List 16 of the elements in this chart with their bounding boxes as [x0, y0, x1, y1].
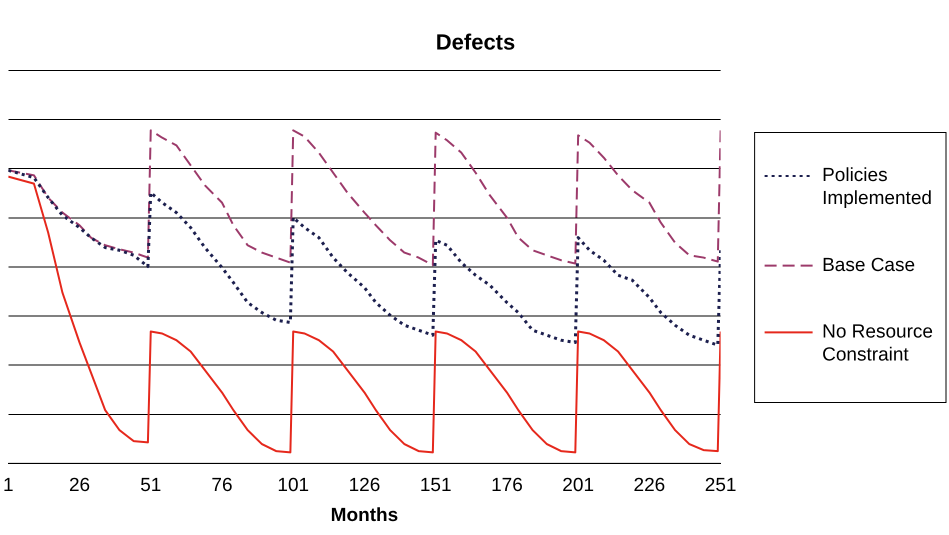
- x-tick-label: 126: [348, 475, 380, 496]
- x-tick-label: 201: [562, 475, 594, 496]
- x-tick-label: 51: [140, 475, 162, 496]
- x-tick-label: 226: [634, 475, 666, 496]
- x-tick-label: 151: [420, 475, 452, 496]
- x-tick-label: 1: [2, 475, 14, 496]
- legend-label: Policies Implemented: [822, 165, 932, 210]
- x-tick-label: 101: [277, 475, 310, 496]
- x-tick-label: 176: [491, 475, 523, 496]
- x-tick-label: 251: [704, 475, 736, 496]
- legend-label: Base Case: [822, 254, 916, 276]
- x-axis-title: Months: [330, 504, 398, 526]
- chart-title: Defects: [436, 29, 516, 54]
- x-tick-label: 76: [211, 475, 233, 496]
- legend-label: No Resource Constraint: [822, 322, 934, 366]
- x-tick-label: 26: [68, 475, 90, 496]
